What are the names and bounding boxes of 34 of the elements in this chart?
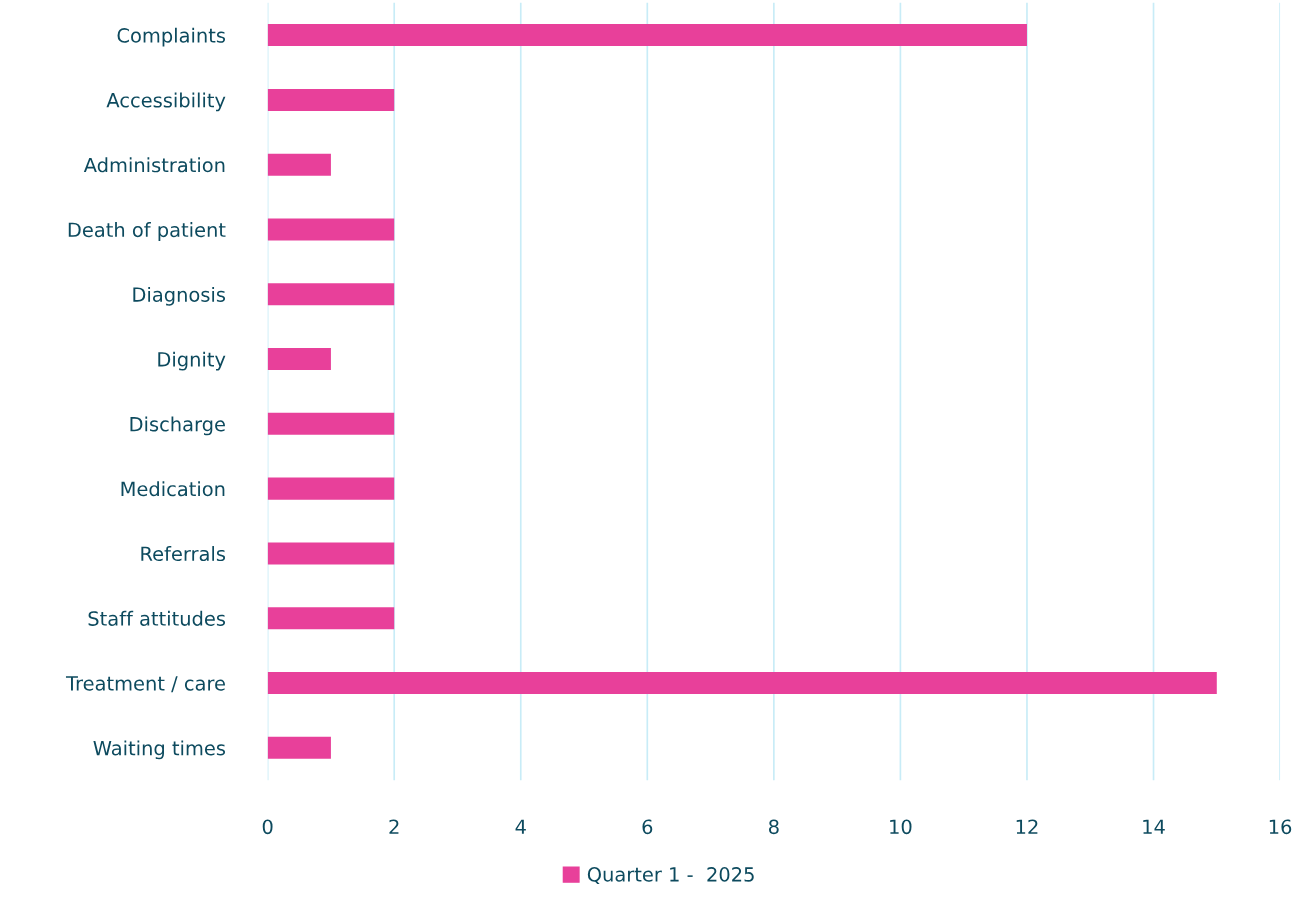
y-tick-label: Accessibility — [106, 92, 226, 112]
bar — [267, 24, 1027, 47]
legend-label: Quarter 1 - 2025 — [587, 867, 754, 884]
y-tick-label: Complaints — [117, 27, 226, 47]
bar — [267, 542, 395, 565]
y-tick-label: Medication — [121, 481, 225, 497]
y-tick-label: Discharge — [130, 416, 225, 436]
x-tick-label: 8 — [768, 819, 779, 835]
y-tick-label: Referrals — [141, 546, 226, 562]
x-tick-label: 10 — [890, 819, 912, 835]
x-tick-label: 12 — [1016, 819, 1038, 834]
bar — [267, 671, 1217, 695]
y-tick-label: Treatment / care — [65, 676, 225, 693]
bar — [267, 477, 395, 500]
y-tick-label: Dignity — [158, 351, 226, 371]
x-tick-label: 14 — [1143, 819, 1165, 834]
x-tick-label: 6 — [642, 819, 653, 835]
x-tick-label: 4 — [515, 819, 526, 834]
y-tick-label: Death of patient — [68, 222, 226, 241]
y-tick-label: Staff attitudes — [88, 610, 226, 626]
x-tick-label: 2 — [389, 819, 399, 834]
bar — [267, 607, 395, 630]
bar — [267, 348, 331, 371]
x-tick-label: 0 — [262, 819, 273, 835]
bar — [267, 153, 331, 176]
bar — [267, 736, 331, 759]
x-tick-label: 16 — [1269, 819, 1292, 835]
y-tick-label: Diagnosis — [133, 286, 226, 306]
bar — [267, 412, 395, 435]
y-tick-label: Waiting times — [93, 740, 226, 760]
bar — [267, 283, 395, 306]
bar — [267, 218, 395, 241]
y-tick-label: Administration — [83, 157, 225, 173]
bar — [267, 88, 395, 111]
